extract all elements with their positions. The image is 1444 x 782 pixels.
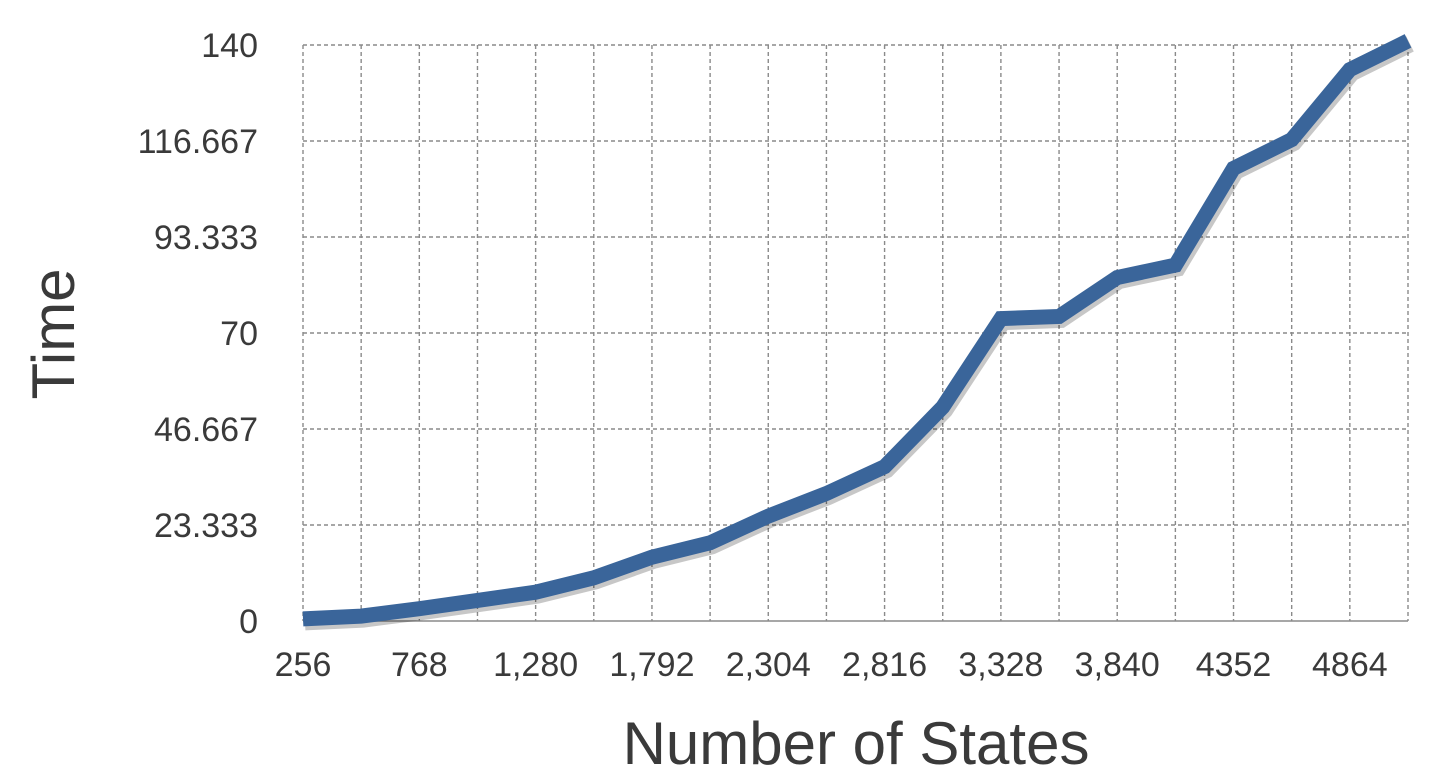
x-tick-label: 2,816 — [842, 646, 927, 684]
x-tick-label: 4352 — [1196, 646, 1272, 684]
x-tick-label: 2,304 — [726, 646, 811, 684]
series-line — [302, 34, 1412, 627]
x-tick-labels: 256 768 1,280 1,792 2,304 2,816 3,328 3,840 4352… — [275, 646, 1388, 684]
y-tick-label: 116.667 — [138, 123, 258, 161]
x-tick-label: 768 — [391, 646, 448, 684]
y-tick-label: 46.667 — [154, 411, 258, 449]
series-layer — [302, 34, 1414, 631]
y-tick-label: 0 — [239, 603, 258, 641]
x-tick-label: 3,328 — [958, 646, 1043, 684]
x-tick-label: 4864 — [1312, 646, 1388, 684]
grid — [303, 44, 1409, 621]
x-tick-label: 1,280 — [493, 646, 578, 684]
x-tick-label: 256 — [275, 646, 332, 684]
y-tick-labels: 0 23.333 46.667 70 93.333 116.667 140 — [138, 27, 258, 641]
y-tick-label: 70 — [220, 315, 258, 353]
x-tick-label: 3,840 — [1075, 646, 1160, 684]
y-tick-label: 140 — [201, 27, 258, 65]
x-tick-label: 1,792 — [609, 646, 694, 684]
y-axis-title: Time — [20, 268, 87, 399]
y-tick-label: 93.333 — [154, 219, 258, 257]
axes — [302, 45, 1408, 622]
x-axis-title: Number of States — [623, 710, 1090, 777]
y-tick-label: 23.333 — [154, 507, 258, 545]
